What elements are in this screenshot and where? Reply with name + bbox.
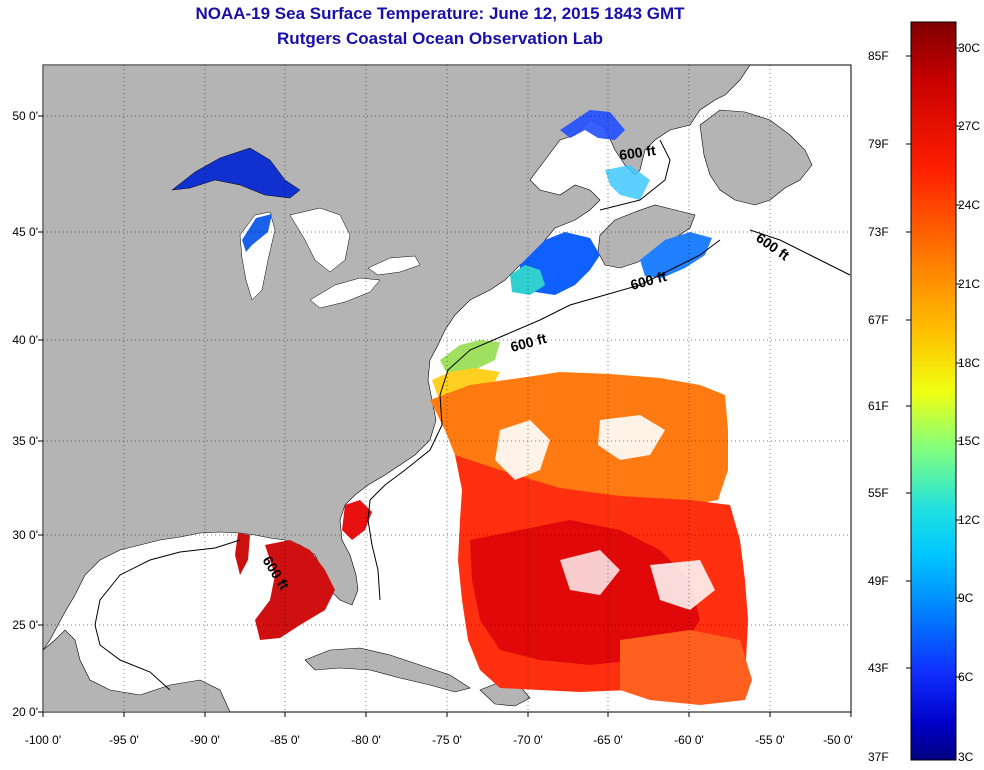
colorbar-f-label: 49F	[868, 574, 889, 588]
lake-superior	[171, 147, 301, 199]
colorbar-f-label: 55F	[868, 486, 889, 500]
colorbar-f-label: 37F	[868, 750, 889, 764]
colorbar-c-label: 15C	[958, 434, 981, 448]
sst-gulf-cyan	[605, 165, 650, 200]
land-cuba	[304, 647, 471, 693]
lon-label: -50 0'	[823, 733, 853, 747]
land-newfoundland	[699, 109, 813, 206]
map-subtitle: Rutgers Coastal Ocean Observation Lab	[277, 29, 603, 48]
lon-label: -55 0'	[755, 733, 785, 747]
lon-label: -80 0'	[351, 733, 381, 747]
cloud-patch	[598, 415, 665, 460]
sst-gulf-st-lawrence	[560, 110, 625, 140]
lon-label: -90 0'	[190, 733, 220, 747]
colorbar-f-label: 67F	[868, 313, 889, 327]
lat-label: 35 0'	[12, 434, 38, 448]
cloud-patch	[495, 420, 550, 480]
lat-label: 30 0'	[12, 528, 38, 542]
colorbar	[910, 21, 957, 761]
lat-label: 50 0'	[12, 109, 38, 123]
isobath-600ft	[367, 239, 721, 601]
lake-huron	[289, 207, 351, 273]
colorbar-c-label: 21C	[958, 277, 981, 291]
lat-label: 45 0'	[12, 225, 38, 239]
colorbar-f-label: 61F	[868, 399, 889, 413]
cloud-patch	[560, 550, 620, 595]
lon-label: -75 0'	[432, 733, 462, 747]
lat-label: 20 0'	[12, 705, 38, 719]
land-yucatan	[43, 629, 231, 712]
lon-label: -70 0'	[513, 733, 543, 747]
colorbar-c-label: 12C	[958, 513, 981, 527]
land-nova-scotia	[597, 204, 696, 269]
sst-florida-east	[342, 500, 372, 540]
lon-label: -60 0'	[674, 733, 704, 747]
sst-southern-orange	[620, 630, 752, 705]
colorbar-c-label: 6C	[958, 670, 974, 684]
land-north-america	[43, 65, 751, 651]
isobath-600ft	[94, 539, 241, 691]
sst-gulf-of-mexico	[255, 540, 335, 640]
sst-gulf-of-mexico-west	[235, 533, 250, 575]
isobath-600ft	[599, 139, 671, 211]
colorbar-c-label: 18C	[958, 356, 981, 370]
axis-ticks	[38, 115, 852, 717]
isobath-600ft	[749, 229, 851, 276]
colorbar-c-label: 27C	[958, 119, 981, 133]
sst-mid-atlantic-green	[440, 340, 500, 380]
colorbar-ticks	[906, 47, 961, 678]
sst-scotian-shelf	[640, 232, 712, 278]
cloud-patch	[650, 560, 715, 610]
colorbar-c-label: 3C	[958, 750, 974, 764]
lat-label: 25 0'	[12, 618, 38, 632]
colorbar-f-label: 85F	[868, 49, 889, 63]
colorbar-c-label: 30C	[958, 41, 981, 55]
graticule	[43, 65, 851, 712]
lon-label: -95 0'	[109, 733, 139, 747]
map-title: NOAA-19 Sea Surface Temperature: June 12…	[195, 4, 685, 23]
colorbar-f-label: 79F	[868, 137, 889, 151]
sst-gulf-of-maine-cyan	[510, 265, 545, 295]
lake-erie	[309, 277, 381, 309]
lake-michigan-sst	[242, 214, 272, 252]
colorbar-c-label: 9C	[958, 591, 974, 605]
lon-label: -100 0'	[24, 733, 62, 747]
lat-label: 40 0'	[12, 333, 38, 347]
isobath-label: 600 ft	[618, 142, 657, 163]
lake-ontario	[367, 255, 421, 276]
lon-label: -65 0'	[593, 733, 623, 747]
colorbar-f-label: 73F	[868, 225, 889, 239]
lon-label: -85 0'	[270, 733, 300, 747]
colorbar-c-label: 24C	[958, 198, 981, 212]
colorbar-f-label: 43F	[868, 661, 889, 675]
